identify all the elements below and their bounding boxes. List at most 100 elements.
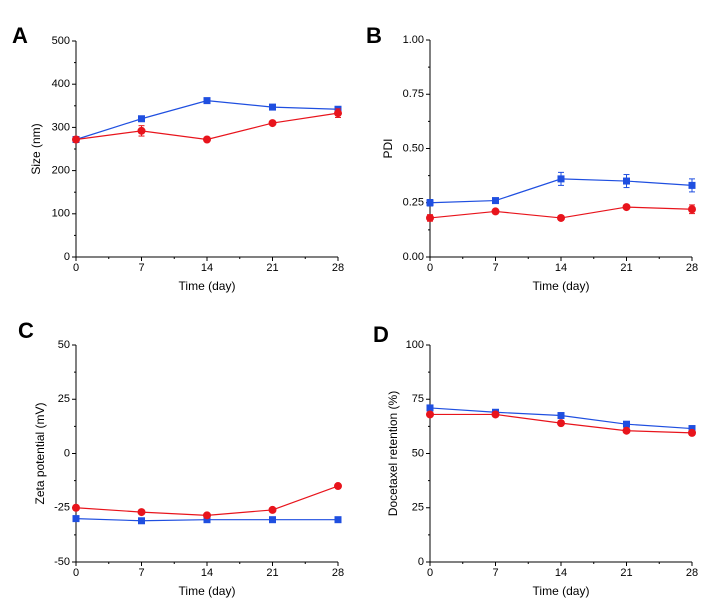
x-tick-label: 14 bbox=[201, 262, 213, 274]
data-point-circle bbox=[557, 213, 565, 222]
data-point-square bbox=[623, 177, 630, 185]
x-axis-title: Time (day) bbox=[533, 279, 590, 293]
y-tick-label: 25 bbox=[58, 393, 70, 405]
data-point-circle bbox=[491, 410, 500, 419]
y-tick-label: -50 bbox=[54, 556, 70, 568]
panel-letter: B bbox=[366, 23, 382, 48]
x-tick-label: 14 bbox=[201, 567, 213, 579]
y-tick-label: 25 bbox=[412, 502, 424, 514]
series-square bbox=[72, 515, 342, 525]
data-point-square bbox=[269, 516, 276, 524]
data-point-square bbox=[334, 516, 342, 524]
data-point-circle bbox=[334, 482, 342, 491]
y-axis-title: Size (nm) bbox=[29, 123, 43, 174]
chart-panel-b: B 0.00 0.25 0.50 0.75 1.00 0 7 14 21 28 Time (day) P… bbox=[366, 23, 698, 293]
x-tick-label: 7 bbox=[492, 262, 498, 274]
data-point-circle bbox=[688, 428, 696, 437]
y-tick-label: 1.00 bbox=[403, 34, 424, 46]
x-tick-label: 14 bbox=[555, 262, 567, 274]
data-point-circle bbox=[622, 203, 631, 212]
y-tick-label: 0.50 bbox=[403, 142, 424, 154]
x-tick-label: 0 bbox=[73, 567, 79, 579]
x-tick-label: 14 bbox=[555, 567, 567, 579]
x-tick-label: 7 bbox=[138, 262, 144, 274]
y-tick-label: 200 bbox=[52, 165, 70, 177]
data-point-square bbox=[492, 197, 499, 205]
data-point-circle bbox=[268, 505, 277, 514]
y-tick-label: 0.25 bbox=[403, 197, 424, 209]
series-circle bbox=[426, 203, 696, 222]
chart-panel-a: A 0 100 200 300 400 500 0 7 14 21 28 Time (day) Size … bbox=[12, 23, 344, 293]
data-point-circle bbox=[137, 126, 146, 135]
y-tick-label: 0 bbox=[64, 447, 70, 459]
data-point-square bbox=[203, 97, 211, 105]
x-tick-label: 0 bbox=[427, 567, 433, 579]
y-tick-label: 50 bbox=[412, 447, 424, 459]
panel-letter: C bbox=[18, 318, 34, 343]
data-point-square bbox=[138, 517, 145, 525]
data-point-square bbox=[557, 412, 565, 420]
series-line bbox=[75, 485, 339, 516]
data-point-circle bbox=[622, 426, 631, 435]
data-point-square bbox=[688, 181, 696, 189]
data-point-circle bbox=[426, 410, 434, 419]
y-tick-label: 0 bbox=[418, 556, 424, 568]
chart-panel-c: C -50 -25 0 25 50 0 7 14 21 28 Time (day) Zeta poten… bbox=[18, 318, 344, 598]
x-tick-label: 21 bbox=[266, 567, 278, 579]
x-tick-label: 28 bbox=[686, 262, 698, 274]
data-point-circle bbox=[268, 119, 277, 128]
data-point-circle bbox=[334, 109, 342, 118]
data-point-circle bbox=[137, 508, 146, 517]
y-tick-label: 100 bbox=[52, 208, 70, 220]
data-point-circle bbox=[557, 419, 565, 428]
x-tick-label: 21 bbox=[620, 567, 632, 579]
data-point-square bbox=[623, 420, 630, 428]
series-square bbox=[426, 404, 696, 433]
chart-panel-d: D 0 25 50 75 100 0 7 14 21 28 Time (day) Docetaxel r… bbox=[373, 322, 698, 598]
series-circle bbox=[426, 410, 696, 437]
series-circle bbox=[72, 482, 342, 520]
y-axis-title: Docetaxel retention (%) bbox=[386, 391, 400, 516]
data-point-square bbox=[203, 516, 211, 524]
data-point-circle bbox=[491, 207, 500, 216]
y-tick-label: 300 bbox=[52, 121, 70, 133]
y-tick-label: 100 bbox=[406, 339, 424, 351]
x-tick-label: 7 bbox=[492, 567, 498, 579]
data-point-square bbox=[426, 404, 434, 412]
x-tick-label: 28 bbox=[332, 567, 344, 579]
data-point-square bbox=[557, 175, 565, 183]
data-point-square bbox=[72, 515, 80, 523]
data-point-circle bbox=[72, 503, 80, 512]
panel-letter: D bbox=[373, 322, 389, 347]
data-point-circle bbox=[203, 135, 211, 144]
series-circle bbox=[72, 108, 342, 144]
data-point-square bbox=[688, 425, 696, 433]
y-tick-label: 0.00 bbox=[403, 251, 424, 263]
x-tick-label: 28 bbox=[686, 567, 698, 579]
x-tick-label: 0 bbox=[73, 262, 79, 274]
y-tick-label: 75 bbox=[412, 393, 424, 405]
y-tick-label: 50 bbox=[58, 339, 70, 351]
x-axis-title: Time (day) bbox=[179, 584, 236, 598]
y-tick-label: 500 bbox=[52, 35, 70, 47]
y-tick-label: 400 bbox=[52, 78, 70, 90]
x-tick-label: 21 bbox=[620, 262, 632, 274]
x-axis-title: Time (day) bbox=[533, 584, 590, 598]
y-axis-title: PDI bbox=[381, 138, 395, 158]
panel-letter: A bbox=[12, 23, 28, 48]
x-tick-label: 21 bbox=[266, 262, 278, 274]
y-tick-label: 0.75 bbox=[403, 88, 424, 100]
x-tick-label: 28 bbox=[332, 262, 344, 274]
data-point-circle bbox=[72, 135, 80, 144]
y-axis-title: Zeta potential (mV) bbox=[33, 402, 47, 504]
series-square bbox=[426, 171, 696, 207]
series-line bbox=[75, 100, 339, 141]
data-point-square bbox=[426, 199, 434, 207]
x-tick-label: 7 bbox=[138, 567, 144, 579]
data-point-square bbox=[138, 115, 145, 123]
data-point-circle bbox=[426, 213, 434, 222]
x-tick-label: 0 bbox=[427, 262, 433, 274]
y-tick-label: 0 bbox=[64, 251, 70, 263]
data-point-circle bbox=[688, 205, 696, 214]
